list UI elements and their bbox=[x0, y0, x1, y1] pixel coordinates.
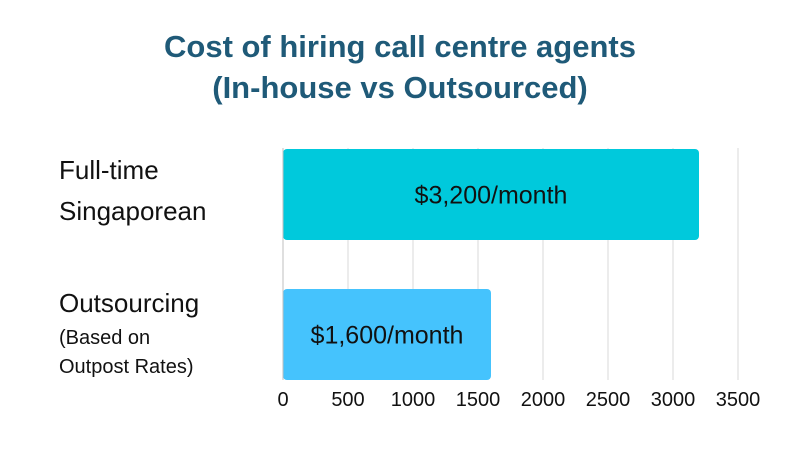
category-label-line: Outsourcing bbox=[59, 288, 200, 318]
x-tick-label: 500 bbox=[331, 389, 364, 411]
x-tick-label: 1000 bbox=[391, 389, 436, 411]
category-label-line: Singaporean bbox=[59, 196, 207, 226]
chart-title: Cost of hiring call centre agents (In-ho… bbox=[0, 26, 800, 108]
x-tick-label: 0 bbox=[277, 389, 288, 411]
category-label-line: Full-time bbox=[59, 155, 159, 185]
x-tick-label: 3000 bbox=[651, 389, 696, 411]
category-label-subline: Outpost Rates) bbox=[59, 356, 194, 378]
x-tick-label: 2000 bbox=[521, 389, 566, 411]
x-tick-label: 1500 bbox=[456, 389, 501, 411]
x-tick-label: 2500 bbox=[586, 389, 631, 411]
bar bbox=[283, 149, 699, 240]
bar bbox=[283, 289, 491, 380]
chart-title-line-2: (In-house vs Outsourced) bbox=[212, 70, 588, 105]
category-label-subline: (Based on bbox=[59, 327, 151, 349]
x-tick-label: 3500 bbox=[716, 389, 761, 411]
data-label: $3,200/month bbox=[415, 182, 568, 210]
chart-title-line-1: Cost of hiring call centre agents bbox=[164, 29, 636, 64]
category-label-full-time: Full-time Singaporean bbox=[59, 150, 206, 232]
category-label-outsourcing: Outsourcing (Based on Outpost Rates) bbox=[59, 283, 199, 382]
data-label: $1,600/month bbox=[311, 322, 464, 350]
